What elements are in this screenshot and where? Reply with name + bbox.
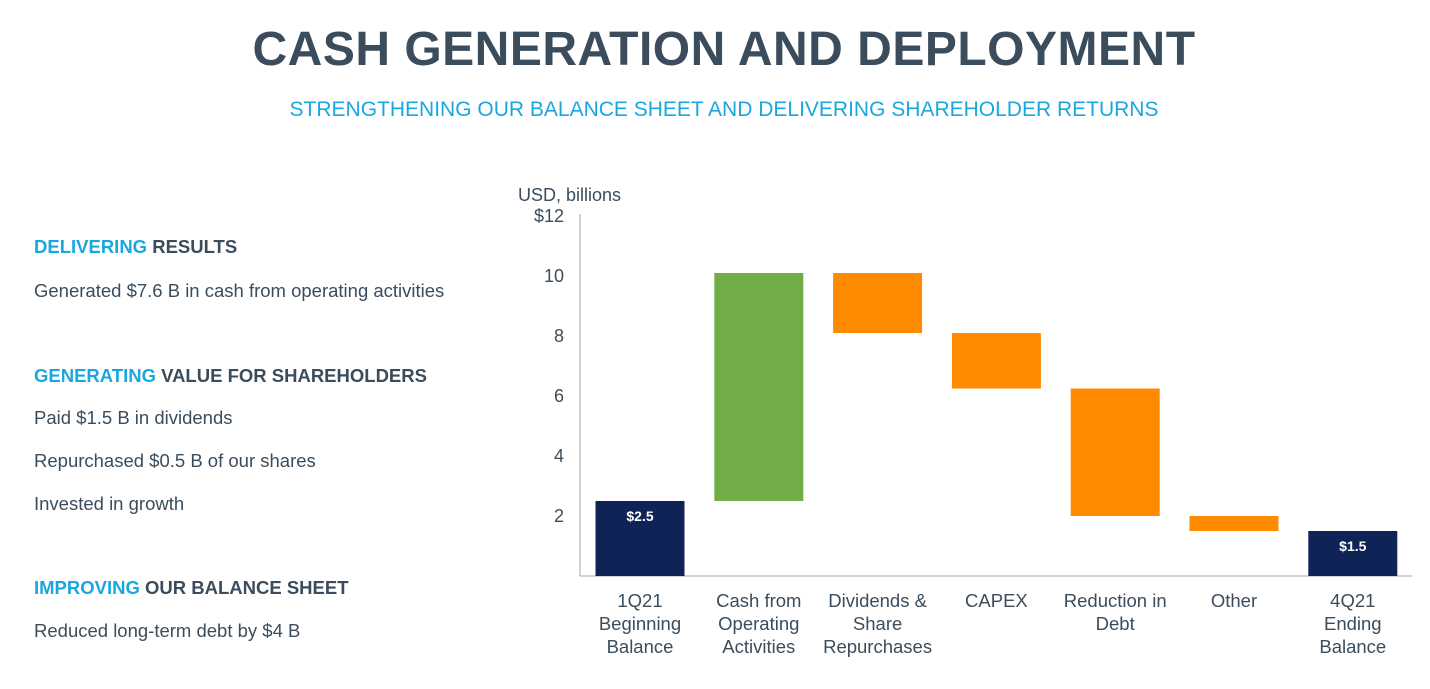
x-tick-label: Balance — [607, 636, 674, 657]
section-heading-rest: VALUE FOR SHAREHOLDERS — [155, 365, 427, 386]
x-tick-label: Balance — [1319, 636, 1386, 657]
summary-item: Repurchased $0.5 B of our shares — [34, 450, 316, 471]
y-axis-label: USD, billions — [518, 185, 621, 205]
waterfall-bar — [595, 501, 685, 576]
data-label: $2.5 — [626, 508, 653, 524]
x-tick-label: Beginning — [599, 613, 681, 634]
x-tick-label: Ending — [1324, 613, 1382, 634]
page-title: CASH GENERATION AND DEPLOYMENT — [252, 23, 1196, 76]
summary-item: Paid $1.5 B in dividends — [34, 407, 233, 428]
summary-item: Reduced long-term debt by $4 B — [34, 620, 301, 641]
x-tick-label: Repurchases — [823, 636, 932, 657]
x-tick-label: Share — [853, 613, 902, 634]
waterfall-bar — [1070, 388, 1160, 516]
section-heading-rest: OUR BALANCE SHEET — [139, 577, 349, 598]
x-tick-label: Debt — [1096, 613, 1135, 634]
x-tick-label: Activities — [722, 636, 795, 657]
y-tick-label: 6 — [554, 386, 564, 406]
section-heading-highlight: IMPROVING — [34, 577, 140, 598]
x-tick-label: 4Q21 — [1330, 590, 1375, 611]
y-tick-label: 8 — [554, 326, 564, 346]
data-label: $1.5 — [1339, 538, 1366, 554]
waterfall-bar — [1189, 516, 1279, 531]
x-tick-label: Other — [1211, 590, 1257, 611]
y-tick-label: $12 — [534, 206, 564, 226]
section-heading-results: DELIVERING RESULTS — [34, 236, 237, 258]
y-tick-label: 2 — [554, 506, 564, 526]
section-heading-highlight: GENERATING — [34, 365, 156, 386]
y-tick-label: 4 — [554, 446, 564, 466]
x-tick-label: 1Q21 — [617, 590, 662, 611]
waterfall-bar — [1308, 531, 1398, 576]
section-heading-balance-sheet: IMPROVING OUR BALANCE SHEET — [34, 577, 349, 599]
summary-item: Generated $7.6 B in cash from operating … — [34, 280, 445, 301]
section-heading-highlight: DELIVERING — [34, 236, 148, 257]
x-tick-label: Cash from — [716, 590, 801, 611]
waterfall-bar — [951, 333, 1041, 389]
x-tick-label: Dividends & — [828, 590, 927, 611]
bar-group: $2.5 $1.5 — [595, 273, 1398, 576]
x-tick-label: Operating — [718, 613, 799, 634]
y-axis-ticks: 2 4 6 8 10 $12 — [534, 206, 564, 526]
x-tick-label: Reduction in — [1064, 590, 1167, 611]
waterfall-bar — [833, 273, 923, 333]
section-heading-shareholders: GENERATING VALUE FOR SHAREHOLDERS — [34, 365, 427, 387]
x-tick-label: CAPEX — [965, 590, 1028, 611]
page-subtitle: STRENGTHENING OUR BALANCE SHEET AND DELI… — [289, 98, 1159, 121]
summary-item: Invested in growth — [34, 493, 185, 514]
waterfall-bar — [714, 273, 804, 501]
section-heading-rest: RESULTS — [147, 236, 238, 257]
y-tick-label: 10 — [544, 266, 564, 286]
